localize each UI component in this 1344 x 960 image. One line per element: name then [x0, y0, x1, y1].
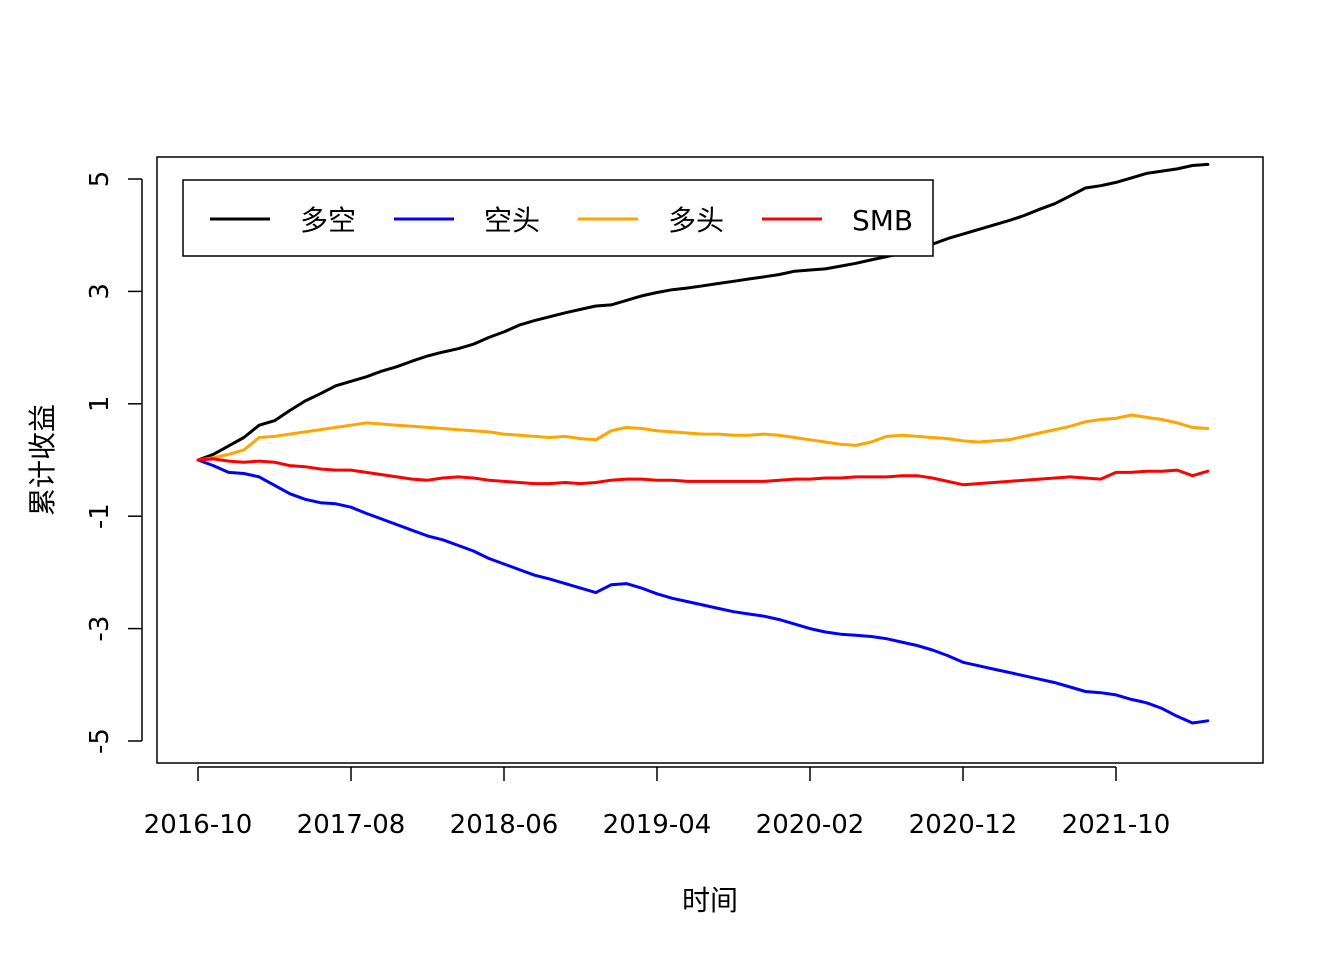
x-axis-label: 时间 — [682, 884, 738, 917]
x-tick-label: 2019-04 — [603, 810, 712, 840]
y-tick-label: 5 — [85, 171, 115, 188]
series-lines — [196, 162, 1210, 725]
y-axis-label: 累计收益 — [26, 404, 59, 516]
series-line-3 — [196, 457, 1210, 487]
x-tick-label: 2016-10 — [144, 810, 253, 840]
y-tick-label: -5 — [85, 728, 115, 754]
x-tick-label: 2021-10 — [1062, 810, 1171, 840]
x-tick-label: 2020-12 — [909, 810, 1018, 840]
x-axis: 2016-10 2017-08 2018-06 2019-04 2020-02 2020-… — [144, 766, 1171, 840]
y-axis: 5 3 1 -1 -3 -5 — [85, 171, 143, 754]
legend-label: 多头 — [668, 204, 724, 237]
legend: 多空 空头 多头 SMB — [182, 179, 934, 257]
y-tick-label: -3 — [85, 616, 115, 642]
legend-label: SMB — [852, 204, 913, 237]
legend-label: 多空 — [300, 204, 356, 237]
y-tick-label: 3 — [85, 283, 115, 300]
series-line-2 — [196, 413, 1210, 462]
series-line-1 — [196, 458, 1210, 725]
y-tick-label: 1 — [85, 396, 115, 413]
y-tick-label: -1 — [85, 503, 115, 529]
series-line-0 — [196, 162, 1210, 462]
plot-frame — [156, 156, 1264, 764]
x-tick-label: 2017-08 — [297, 810, 406, 840]
x-tick-label: 2020-02 — [756, 810, 865, 840]
x-tick-label: 2018-06 — [450, 810, 559, 840]
legend-label: 空头 — [484, 204, 540, 237]
